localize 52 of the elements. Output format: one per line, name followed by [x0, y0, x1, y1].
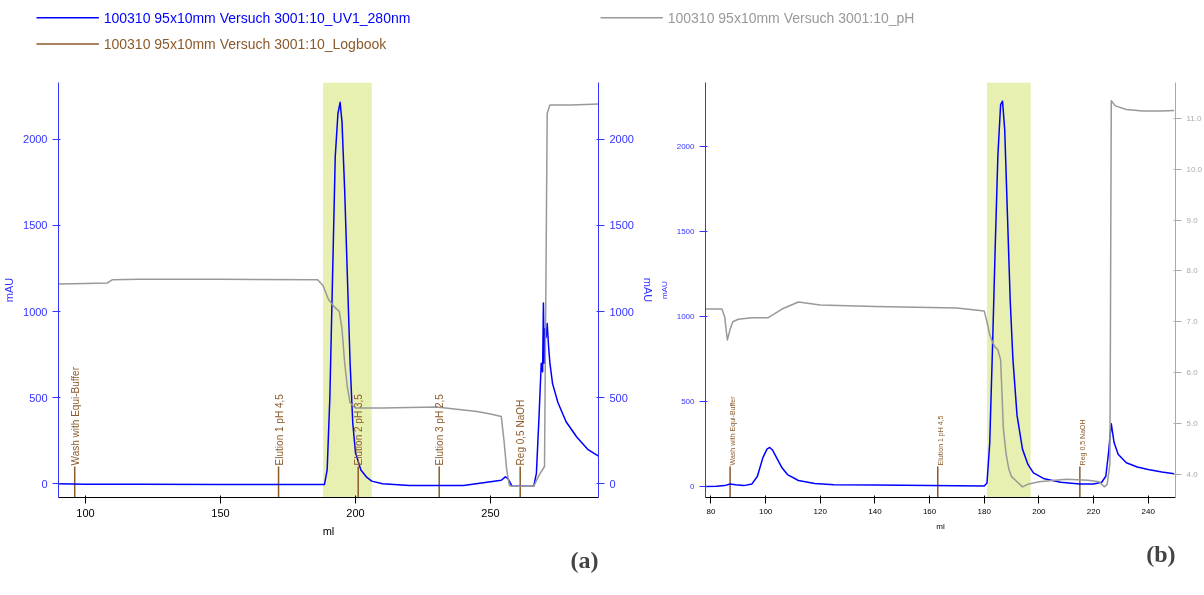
x-tick-label: 100: [76, 506, 95, 519]
y2-tick-label: 9.0: [1186, 215, 1199, 225]
y2-tick-label: 5.0: [1186, 418, 1199, 428]
y2-tick-label: 0: [609, 477, 616, 490]
y-tick-label: 500: [681, 397, 696, 407]
y2-tick-label: 500: [609, 391, 628, 404]
ref-line-label: Elution 1 pH 4,5: [273, 393, 285, 466]
y-tick-label: 1500: [23, 219, 48, 232]
y2-tick-label: 7.0: [1186, 317, 1199, 327]
x-tick-label: 120: [813, 506, 828, 516]
y2-tick-label: 10.0: [1186, 164, 1203, 174]
text: (b): [1146, 540, 1176, 567]
x-axis-title: ml: [936, 521, 945, 531]
x-tick-label: 200: [346, 506, 365, 519]
y-tick-label: 0: [690, 481, 696, 491]
y-tick-label: 1500: [676, 227, 696, 237]
y-tick-label: 1000: [676, 312, 696, 322]
y2-tick-label: 1000: [609, 305, 634, 318]
line-series: [705, 100, 1175, 488]
text: (a): [570, 546, 599, 573]
y2-tick-label: 6.0: [1186, 368, 1199, 378]
legend-label: 100310 95x10mm Versuch 3001:10_pH: [667, 9, 915, 26]
text: 100310 95x10mm Versuch 3001:10_Logbook: [103, 35, 388, 52]
y2-tick-label: 4.0: [1186, 469, 1199, 479]
y2-tick-label: 11.0: [1186, 114, 1203, 124]
x-tick-label: 140: [868, 506, 883, 516]
ref-line-label: Elution 3 pH 2,5: [434, 393, 446, 466]
ref-line-label: Reg 0,5 NaOH: [515, 399, 527, 466]
x-tick-label: 220: [1086, 506, 1101, 516]
y-axis-title: mAU: [659, 280, 669, 299]
y2-tick-label: 1500: [609, 219, 634, 232]
x-tick-label: 160: [922, 506, 937, 516]
x-axis-title: ml: [322, 524, 335, 537]
y2-tick-label: 8.0: [1186, 266, 1199, 276]
x-tick-label: 100: [758, 506, 773, 516]
y-tick-label: 2000: [23, 133, 48, 146]
y2-tick-label: 2000: [609, 133, 634, 146]
y-tick-label: 2000: [676, 142, 696, 152]
x-tick-label: 200: [1032, 506, 1047, 516]
x-tick-label: 240: [1141, 506, 1156, 516]
x-tick-label: 150: [211, 506, 230, 519]
y-tick-label: 1000: [23, 305, 48, 318]
x-tick-label: 80: [706, 506, 716, 516]
ref-line-label: Elution 2 pH 3,5: [353, 393, 365, 466]
x-tick-label: 250: [481, 506, 500, 519]
y-tick-label: 500: [29, 391, 48, 404]
legend-label: 100310 95x10mm Versuch 3001:10_UV1_280nm: [103, 9, 411, 26]
x-tick-label: 180: [977, 506, 992, 516]
ref-line-label: Wash with Equi-Buffer: [69, 366, 81, 466]
y2-axis-title: mAU: [641, 277, 654, 303]
y-axis-title: mAU: [3, 277, 16, 303]
y-tick-label: 0: [41, 477, 48, 490]
